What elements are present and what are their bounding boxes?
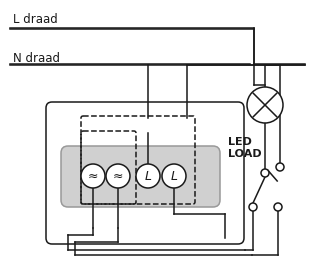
Circle shape (274, 203, 282, 211)
Circle shape (261, 169, 269, 177)
Text: N draad: N draad (13, 52, 60, 65)
Text: L: L (170, 170, 177, 183)
Text: L draad: L draad (13, 13, 58, 26)
Circle shape (247, 87, 283, 123)
Text: ≈: ≈ (113, 170, 123, 183)
FancyBboxPatch shape (46, 102, 244, 244)
Circle shape (106, 164, 130, 188)
Circle shape (276, 163, 284, 171)
Circle shape (136, 164, 160, 188)
Text: ≈: ≈ (88, 170, 98, 183)
Circle shape (249, 203, 257, 211)
Circle shape (162, 164, 186, 188)
FancyBboxPatch shape (61, 146, 220, 207)
Text: LED
LOAD: LED LOAD (228, 137, 262, 160)
Circle shape (81, 164, 105, 188)
Text: L: L (145, 170, 152, 183)
